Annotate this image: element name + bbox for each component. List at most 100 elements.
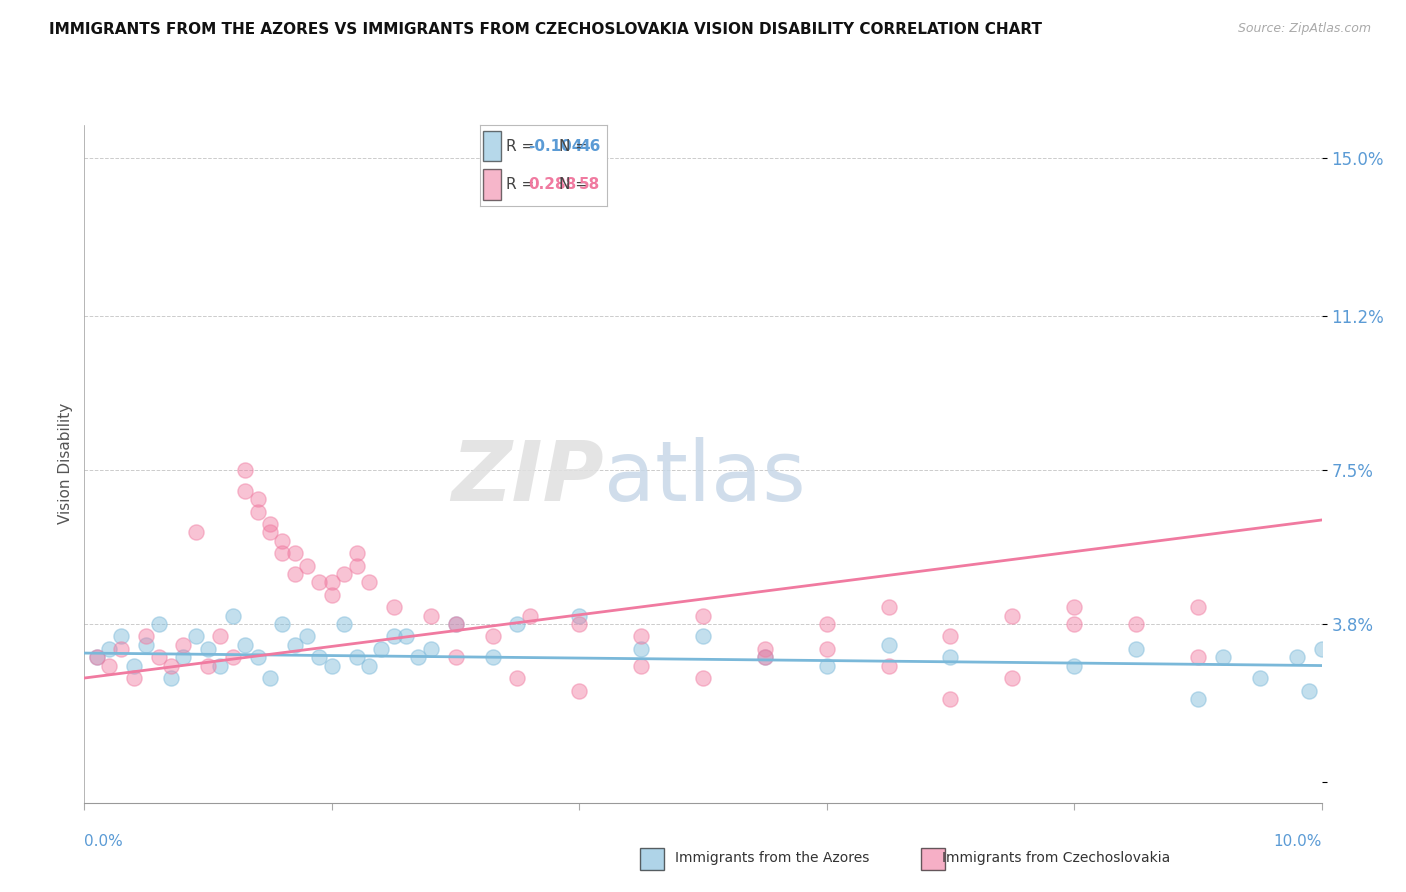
Point: [86, 650, 108, 665]
Point: [271, 617, 294, 632]
Point: [506, 671, 529, 685]
Point: [308, 650, 330, 665]
Point: [568, 608, 591, 623]
Point: [357, 575, 380, 590]
Text: 0.288: 0.288: [529, 177, 576, 192]
Text: -0.104: -0.104: [529, 138, 583, 153]
Point: [308, 575, 330, 590]
Point: [419, 641, 441, 656]
Point: [233, 483, 256, 498]
Point: [444, 617, 467, 632]
Point: [692, 608, 714, 623]
Point: [98, 641, 121, 656]
Text: R =: R =: [506, 138, 534, 153]
Point: [222, 608, 245, 623]
FancyBboxPatch shape: [482, 169, 501, 200]
Text: 58: 58: [579, 177, 600, 192]
Point: [295, 558, 318, 573]
Point: [1001, 671, 1024, 685]
Point: [444, 650, 467, 665]
Point: [184, 525, 207, 540]
Point: [246, 492, 269, 507]
Y-axis label: Vision Disability: Vision Disability: [58, 403, 73, 524]
Point: [408, 650, 430, 665]
Point: [160, 658, 183, 673]
Point: [1187, 650, 1209, 665]
Point: [630, 629, 652, 643]
Point: [1001, 608, 1024, 623]
Point: [1063, 617, 1085, 632]
Point: [148, 617, 170, 632]
FancyBboxPatch shape: [482, 130, 501, 161]
Point: [568, 683, 591, 698]
Point: [110, 641, 132, 656]
Point: [877, 638, 900, 652]
Text: IMMIGRANTS FROM THE AZORES VS IMMIGRANTS FROM CZECHOSLOVAKIA VISION DISABILITY C: IMMIGRANTS FROM THE AZORES VS IMMIGRANTS…: [49, 22, 1042, 37]
Point: [346, 546, 368, 560]
Text: Immigrants from Czechoslovakia: Immigrants from Czechoslovakia: [942, 851, 1170, 865]
Point: [271, 533, 294, 548]
Point: [815, 658, 838, 673]
Point: [246, 505, 269, 519]
Point: [1187, 600, 1209, 615]
Point: [1187, 691, 1209, 706]
Point: [135, 638, 157, 652]
Point: [481, 650, 503, 665]
Point: [209, 658, 232, 673]
Point: [259, 525, 281, 540]
Point: [568, 617, 591, 632]
Point: [815, 641, 838, 656]
Point: [295, 629, 318, 643]
Point: [197, 641, 219, 656]
Point: [321, 575, 343, 590]
Text: 46: 46: [579, 138, 600, 153]
Point: [172, 638, 194, 652]
Point: [284, 638, 307, 652]
Point: [939, 650, 962, 665]
Text: R =: R =: [506, 177, 534, 192]
Point: [1212, 650, 1234, 665]
Point: [122, 671, 145, 685]
Point: [86, 650, 108, 665]
Point: [506, 617, 529, 632]
Point: [321, 658, 343, 673]
Point: [1285, 650, 1308, 665]
Point: [259, 517, 281, 532]
Point: [630, 641, 652, 656]
Text: Immigrants from the Azores: Immigrants from the Azores: [675, 851, 869, 865]
Point: [184, 629, 207, 643]
Point: [321, 588, 343, 602]
Point: [209, 629, 232, 643]
Point: [519, 608, 541, 623]
Point: [1063, 600, 1085, 615]
Point: [481, 629, 503, 643]
Point: [222, 650, 245, 665]
Point: [1298, 683, 1320, 698]
Point: [419, 608, 441, 623]
Point: [122, 658, 145, 673]
Text: N =: N =: [560, 177, 588, 192]
Point: [110, 629, 132, 643]
Point: [246, 650, 269, 665]
Point: [1125, 641, 1147, 656]
Text: N =: N =: [560, 138, 588, 153]
Text: 0.0%: 0.0%: [84, 834, 124, 849]
Point: [1125, 617, 1147, 632]
Point: [259, 671, 281, 685]
Point: [395, 629, 418, 643]
Point: [877, 658, 900, 673]
Point: [630, 658, 652, 673]
Point: [346, 650, 368, 665]
Point: [939, 691, 962, 706]
Point: [135, 629, 157, 643]
Point: [370, 641, 392, 656]
Point: [692, 671, 714, 685]
Point: [1249, 671, 1271, 685]
Text: ZIP: ZIP: [451, 437, 605, 518]
Point: [333, 617, 356, 632]
Text: Source: ZipAtlas.com: Source: ZipAtlas.com: [1237, 22, 1371, 36]
Point: [444, 617, 467, 632]
Point: [172, 650, 194, 665]
Text: 10.0%: 10.0%: [1274, 834, 1322, 849]
Point: [877, 600, 900, 615]
